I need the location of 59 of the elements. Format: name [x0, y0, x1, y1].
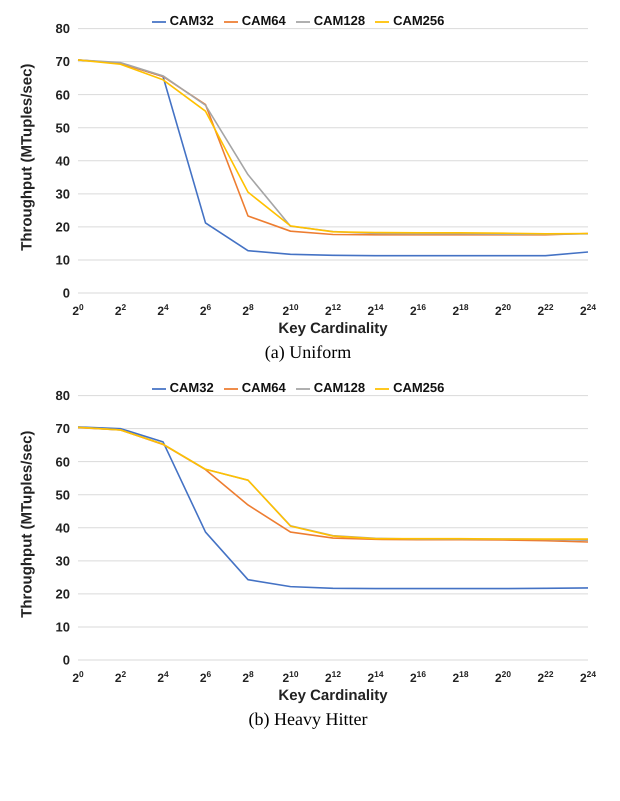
y-tick-label: 40 [56, 520, 70, 536]
x-tick-label: 2$^{4}$ [157, 669, 170, 685]
y-tick-label: 20 [56, 220, 70, 235]
x-tick-label: 2$^{18}$ [452, 669, 469, 685]
y-tick-label: 10 [56, 620, 70, 635]
y-tick-label: 50 [56, 487, 70, 502]
legend-label: CAM64 [242, 13, 286, 28]
y-tick-label: 80 [56, 388, 70, 404]
y-axis-title: Throughput (MTuples/sec) [18, 64, 36, 251]
x-tick-label: 2$^{16}$ [410, 669, 426, 685]
legend-label: CAM32 [170, 13, 214, 28]
x-tick-label: 2$^{12}$ [324, 669, 342, 685]
y-tick-label: 60 [56, 87, 70, 102]
x-axis-title: Key Cardinality [278, 320, 388, 337]
legend-label: CAM256 [393, 380, 444, 395]
y-tick-label: 20 [56, 586, 70, 602]
legend-label: CAM128 [314, 380, 366, 395]
x-tick-label: 2$^{10}$ [282, 302, 299, 318]
y-tick-label: 30 [56, 553, 70, 568]
x-axis-title: Key Cardinality [278, 687, 388, 704]
x-tick-label: 2$^{0}$ [72, 669, 84, 685]
y-tick-label: 80 [56, 21, 70, 36]
y-tick-label: 40 [56, 153, 70, 168]
x-tick-label: 2$^{6}$ [200, 302, 212, 318]
x-tick-label: 2$^{14}$ [367, 669, 384, 685]
x-tick-label: 2$^{4}$ [157, 302, 170, 318]
legend-label: CAM128 [314, 13, 366, 28]
x-tick-label: 2$^{20}$ [494, 302, 512, 318]
y-tick-label: 60 [56, 454, 70, 470]
x-tick-label: 2$^{20}$ [494, 669, 512, 685]
x-tick-label: 2$^{24}$ [580, 302, 596, 318]
x-tick-label: 2$^{8}$ [242, 669, 254, 685]
x-tick-label: 2$^{12}$ [324, 302, 342, 318]
x-tick-label: 2$^{8}$ [242, 302, 254, 318]
text: (b) Heavy Hitter [248, 709, 368, 730]
y-tick-label: 10 [56, 252, 70, 268]
legend-label: CAM64 [242, 380, 286, 395]
x-tick-label: 2$^{10}$ [282, 669, 299, 685]
x-tick-label: 2$^{0}$ [72, 302, 84, 318]
x-tick-label: 2$^{6}$ [200, 669, 212, 685]
legend-label: CAM256 [393, 13, 444, 28]
y-axis-title: Throughput (MTuples/sec) [18, 430, 36, 618]
y-tick-label: 70 [56, 54, 70, 70]
y-tick-label: 70 [56, 421, 70, 436]
x-tick-label: 2$^{2}$ [114, 669, 127, 685]
x-tick-label: 2$^{24}$ [580, 669, 596, 685]
line-series [77, 426, 589, 590]
x-tick-label: 2$^{22}$ [537, 302, 554, 318]
text: (a) Uniform [264, 342, 352, 363]
x-tick-label: 2$^{2}$ [114, 302, 127, 318]
y-tick-label: 0 [62, 286, 70, 301]
y-tick-label: 50 [56, 120, 70, 136]
y-tick-label: 30 [56, 186, 70, 202]
legend-label: CAM32 [170, 380, 214, 395]
x-tick-label: 2$^{14}$ [367, 302, 384, 318]
x-tick-label: 2$^{18}$ [452, 302, 469, 318]
x-tick-label: 2$^{22}$ [537, 669, 554, 685]
y-tick-label: 0 [62, 652, 70, 668]
x-tick-label: 2$^{16}$ [410, 302, 426, 318]
